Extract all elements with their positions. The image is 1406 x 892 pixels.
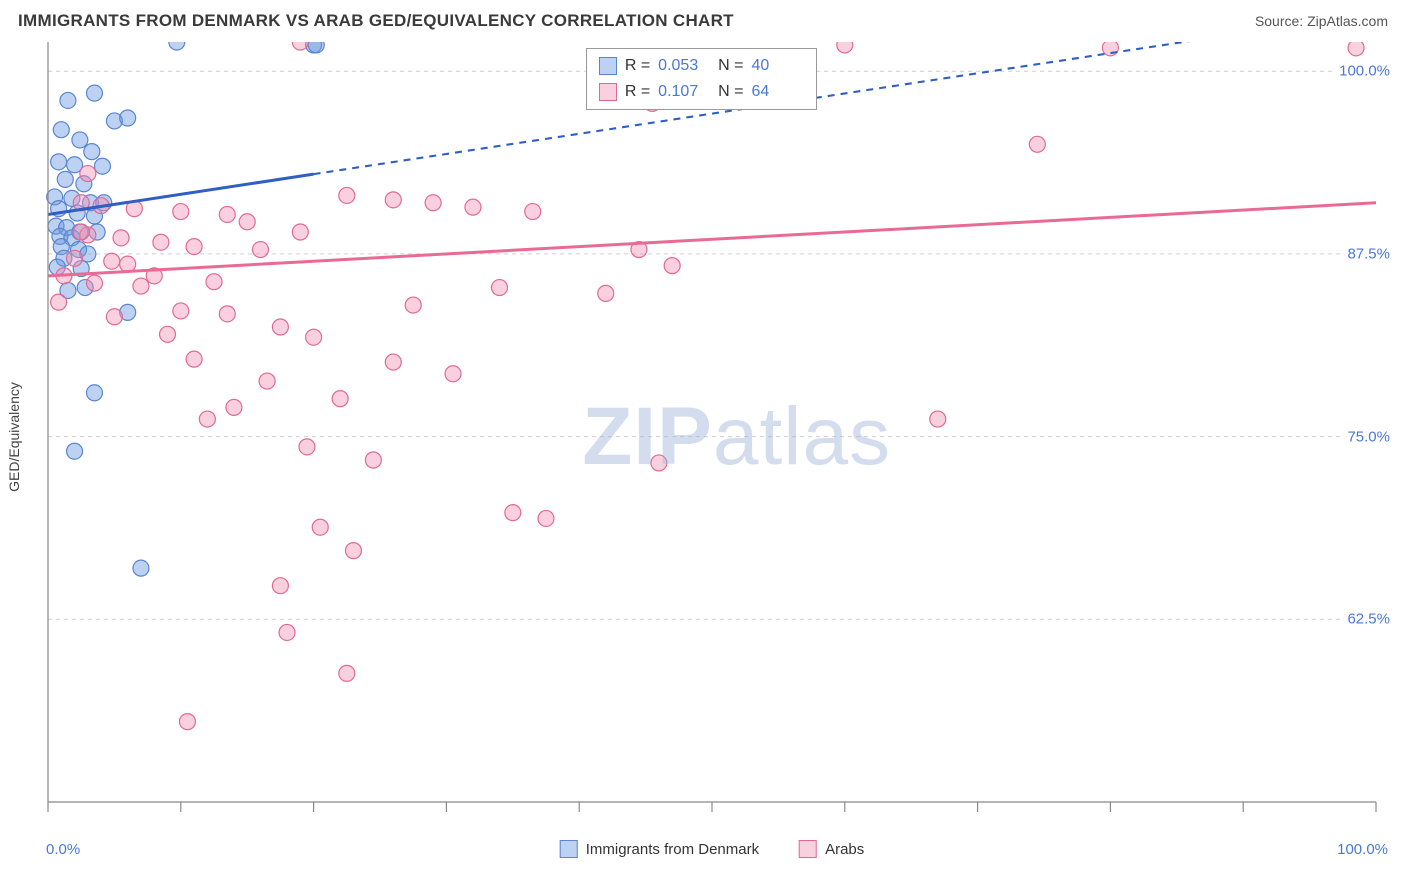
y-axis-label: GED/Equivalency xyxy=(6,382,22,492)
data-point xyxy=(51,294,67,310)
data-point xyxy=(53,122,69,138)
data-point xyxy=(312,519,328,535)
data-point xyxy=(169,42,185,50)
data-point xyxy=(226,399,242,415)
data-point xyxy=(179,714,195,730)
correlation-legend-row: R =0.107N =64 xyxy=(599,79,804,105)
legend-item: Immigrants from Denmark xyxy=(560,840,759,858)
data-point xyxy=(272,319,288,335)
data-point xyxy=(60,92,76,108)
data-point xyxy=(292,224,308,240)
data-point xyxy=(94,158,110,174)
legend-label: Arabs xyxy=(825,841,864,858)
data-point xyxy=(1348,42,1364,56)
data-point xyxy=(67,443,83,459)
data-point xyxy=(385,192,401,208)
data-point xyxy=(930,411,946,427)
data-point xyxy=(308,42,324,53)
data-point xyxy=(332,391,348,407)
y-tick-label: 75.0% xyxy=(1341,428,1390,445)
data-point xyxy=(206,274,222,290)
data-point xyxy=(272,578,288,594)
data-point xyxy=(525,204,541,220)
data-point xyxy=(259,373,275,389)
data-point xyxy=(72,132,88,148)
legend-swatch xyxy=(560,840,578,858)
data-point xyxy=(120,110,136,126)
data-point xyxy=(292,42,308,50)
data-point xyxy=(1029,136,1045,152)
x-axis-min-label: 0.0% xyxy=(46,841,80,858)
data-point xyxy=(186,351,202,367)
data-point xyxy=(57,171,73,187)
data-point xyxy=(425,195,441,211)
data-point xyxy=(239,214,255,230)
data-point xyxy=(299,439,315,455)
correlation-legend-row: R =0.053N =40 xyxy=(599,53,804,79)
data-point xyxy=(199,411,215,427)
data-point xyxy=(492,280,508,296)
data-point xyxy=(538,510,554,526)
data-point xyxy=(51,154,67,170)
data-point xyxy=(365,452,381,468)
data-point xyxy=(80,166,96,182)
data-point xyxy=(252,242,268,258)
data-point xyxy=(405,297,421,313)
data-point xyxy=(219,306,235,322)
data-point xyxy=(173,303,189,319)
legend-label: Immigrants from Denmark xyxy=(586,841,759,858)
legend-swatch xyxy=(599,83,617,101)
data-point xyxy=(664,258,680,274)
data-point xyxy=(339,187,355,203)
data-point xyxy=(67,250,83,266)
data-point xyxy=(104,253,120,269)
x-axis-max-label: 100.0% xyxy=(1337,841,1388,858)
data-point xyxy=(173,204,189,220)
data-point xyxy=(153,234,169,250)
data-point xyxy=(306,329,322,345)
legend-item: Arabs xyxy=(799,840,864,858)
data-point xyxy=(651,455,667,471)
data-point xyxy=(106,309,122,325)
data-point xyxy=(445,366,461,382)
data-point xyxy=(385,354,401,370)
legend-swatch xyxy=(599,57,617,75)
y-tick-label: 87.5% xyxy=(1341,245,1390,262)
data-point xyxy=(160,326,176,342)
legend-swatch xyxy=(799,840,817,858)
data-point xyxy=(219,206,235,222)
data-point xyxy=(133,560,149,576)
data-point xyxy=(186,239,202,255)
y-tick-label: 100.0% xyxy=(1333,63,1390,80)
data-point xyxy=(86,385,102,401)
data-point xyxy=(84,144,100,160)
data-point xyxy=(133,278,149,294)
data-point xyxy=(598,285,614,301)
data-point xyxy=(279,624,295,640)
bottom-legend: Immigrants from Denmark Arabs xyxy=(560,840,865,858)
data-point xyxy=(113,230,129,246)
plot-area: GED/Equivalency 62.5%75.0%87.5%100.0% 0.… xyxy=(36,42,1388,832)
data-point xyxy=(339,665,355,681)
source-label: Source: ZipAtlas.com xyxy=(1255,13,1388,29)
data-point xyxy=(86,85,102,101)
data-point xyxy=(465,199,481,215)
data-point xyxy=(505,505,521,521)
correlation-legend: R =0.053N =40R =0.107N =64 xyxy=(586,48,817,110)
data-point xyxy=(86,275,102,291)
chart-title: IMMIGRANTS FROM DENMARK VS ARAB GED/EQUI… xyxy=(18,11,734,31)
data-point xyxy=(837,42,853,53)
data-point xyxy=(345,543,361,559)
data-point xyxy=(73,224,89,240)
data-point xyxy=(1102,42,1118,56)
y-tick-label: 62.5% xyxy=(1341,611,1390,628)
trend-line-extrapolated xyxy=(314,42,1376,174)
